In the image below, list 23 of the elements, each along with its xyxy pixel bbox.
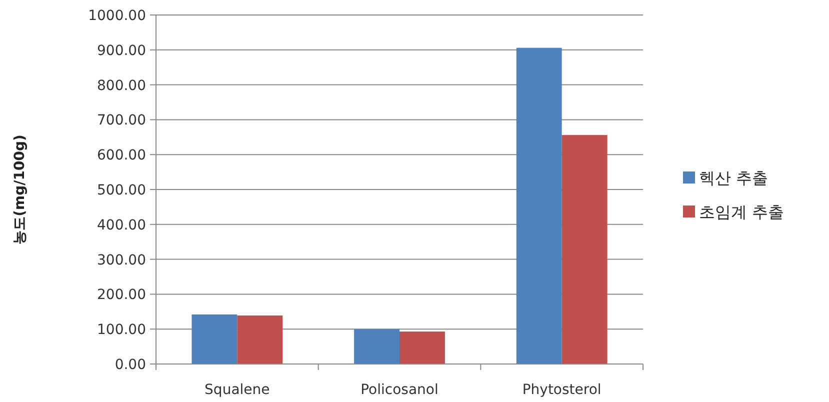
bar: [516, 48, 562, 364]
y-axis-title: 농도(mg/100g): [12, 134, 28, 244]
y-tick-label: 400.00: [97, 217, 146, 234]
bar: [354, 329, 400, 364]
y-tick-label: 1000.00: [88, 8, 146, 24]
y-tick-label: 200.00: [97, 287, 146, 304]
y-tick-label: 0.00: [114, 357, 146, 373]
legend-label: 헥산 추출: [699, 168, 768, 188]
bar: [400, 332, 445, 364]
y-tick-label: 900.00: [97, 42, 146, 59]
bar: [192, 314, 238, 364]
x-tick-label: Phytosterol: [522, 382, 602, 398]
x-tick-label: Policosanol: [360, 382, 438, 398]
legend-label: 초임계 추출: [699, 202, 784, 222]
bar: [237, 315, 283, 364]
y-tick-label: 700.00: [97, 112, 146, 129]
y-tick-label: 500.00: [97, 182, 146, 198]
x-tick-label: Squalene: [204, 382, 270, 398]
y-tick-label: 100.00: [97, 322, 146, 338]
y-tick-label: 800.00: [97, 78, 146, 94]
y-tick-label: 600.00: [97, 148, 146, 164]
y-tick-label: 300.00: [97, 252, 146, 268]
bar: [562, 135, 608, 364]
